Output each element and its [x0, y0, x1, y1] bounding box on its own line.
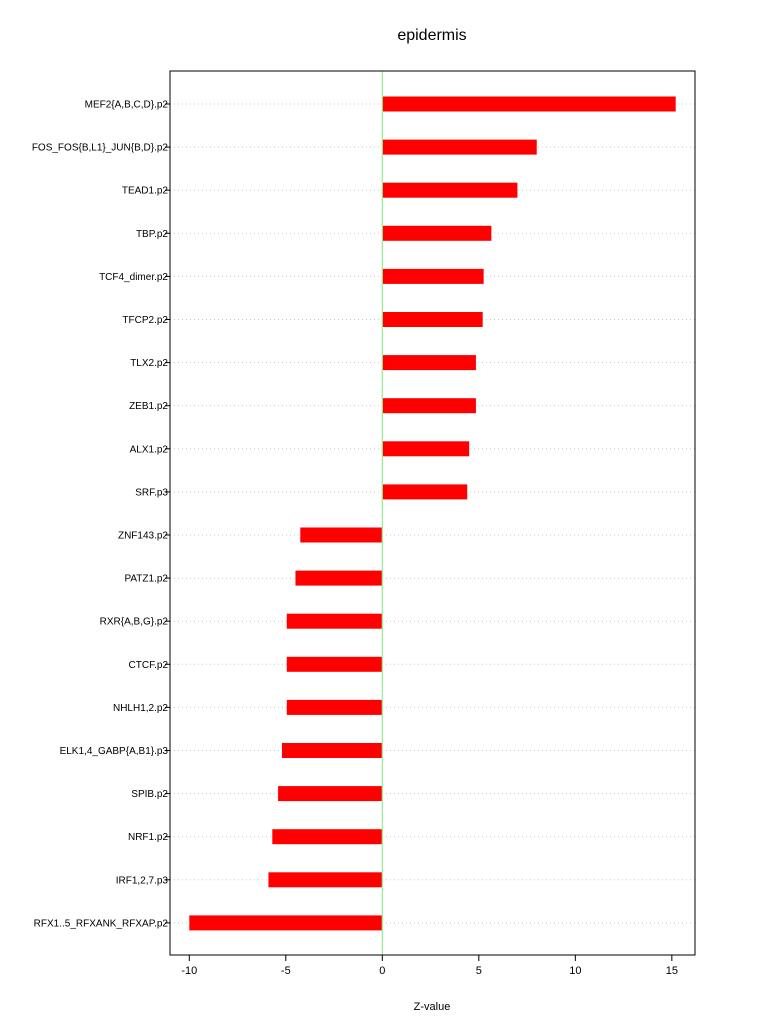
- category-label: ELK1,4_GABP{A,B1}.p3: [60, 746, 169, 757]
- category-label: NRF1.p2: [128, 832, 168, 843]
- category-label: IRF1,2,7.p3: [116, 875, 169, 886]
- category-label: NHLH1,2.p2: [113, 703, 168, 714]
- category-label: RXR{A,B,G}.p2: [100, 617, 169, 628]
- category-label: SPIB.p2: [131, 789, 168, 800]
- x-tick-label: 15: [666, 965, 678, 977]
- x-axis-label: Z-value: [414, 1001, 451, 1013]
- plot-frame: [169, 70, 696, 956]
- bar: [382, 484, 468, 500]
- category-label: RFX1..5_RFXANK_RFXAP.p2: [34, 918, 169, 929]
- category-label: TBP.p2: [136, 229, 168, 240]
- x-tick-label: -10: [181, 965, 197, 977]
- category-label: TCF4_dimer.p2: [99, 272, 168, 283]
- bar: [382, 398, 476, 414]
- bar: [300, 527, 383, 543]
- bar: [295, 570, 383, 586]
- bar: [382, 139, 537, 155]
- bar: [382, 312, 483, 327]
- bar: [382, 96, 676, 112]
- category-label: MEF2{A,B,C,D}.p2: [85, 100, 169, 111]
- bar: [286, 699, 383, 715]
- bar: [382, 441, 470, 457]
- bar: [281, 743, 383, 758]
- x-axis: -10 -5 0 5 10 15: [181, 954, 678, 977]
- category-label: PATZ1.p2: [124, 574, 168, 585]
- bar: [382, 182, 518, 198]
- category-label: ZNF143.p2: [118, 531, 168, 542]
- bar: [189, 915, 383, 931]
- category-label: ZEB1.p2: [129, 401, 168, 412]
- category-label: SRF.p3: [135, 487, 168, 498]
- category-label: CTCF.p2: [129, 660, 169, 671]
- bar: [278, 786, 383, 802]
- category-label: TFCP2.p2: [122, 315, 168, 326]
- category-labels: MEF2{A,B,C,D}.p2 FOS_FOS{B,L1}_JUN{B,D}.p…: [32, 100, 170, 929]
- bars: [189, 96, 676, 931]
- bar: [382, 268, 484, 284]
- bar: [272, 829, 383, 845]
- bar: [286, 656, 383, 672]
- category-label: TLX2.p2: [130, 358, 168, 369]
- bar: [382, 355, 476, 371]
- category-label: ALX1.p2: [130, 444, 169, 455]
- category-label: FOS_FOS{B,L1}_JUN{B,D}.p2: [32, 143, 169, 154]
- bar: [382, 225, 492, 241]
- x-tick-label: -5: [281, 965, 291, 977]
- x-tick-label: 0: [379, 965, 385, 977]
- chart-title: epidermis: [397, 27, 466, 44]
- x-tick-label: 5: [476, 965, 482, 977]
- category-label: TEAD1.p2: [122, 186, 169, 197]
- bar: [286, 613, 383, 629]
- x-tick-label: 10: [569, 965, 581, 977]
- bar: [268, 872, 383, 888]
